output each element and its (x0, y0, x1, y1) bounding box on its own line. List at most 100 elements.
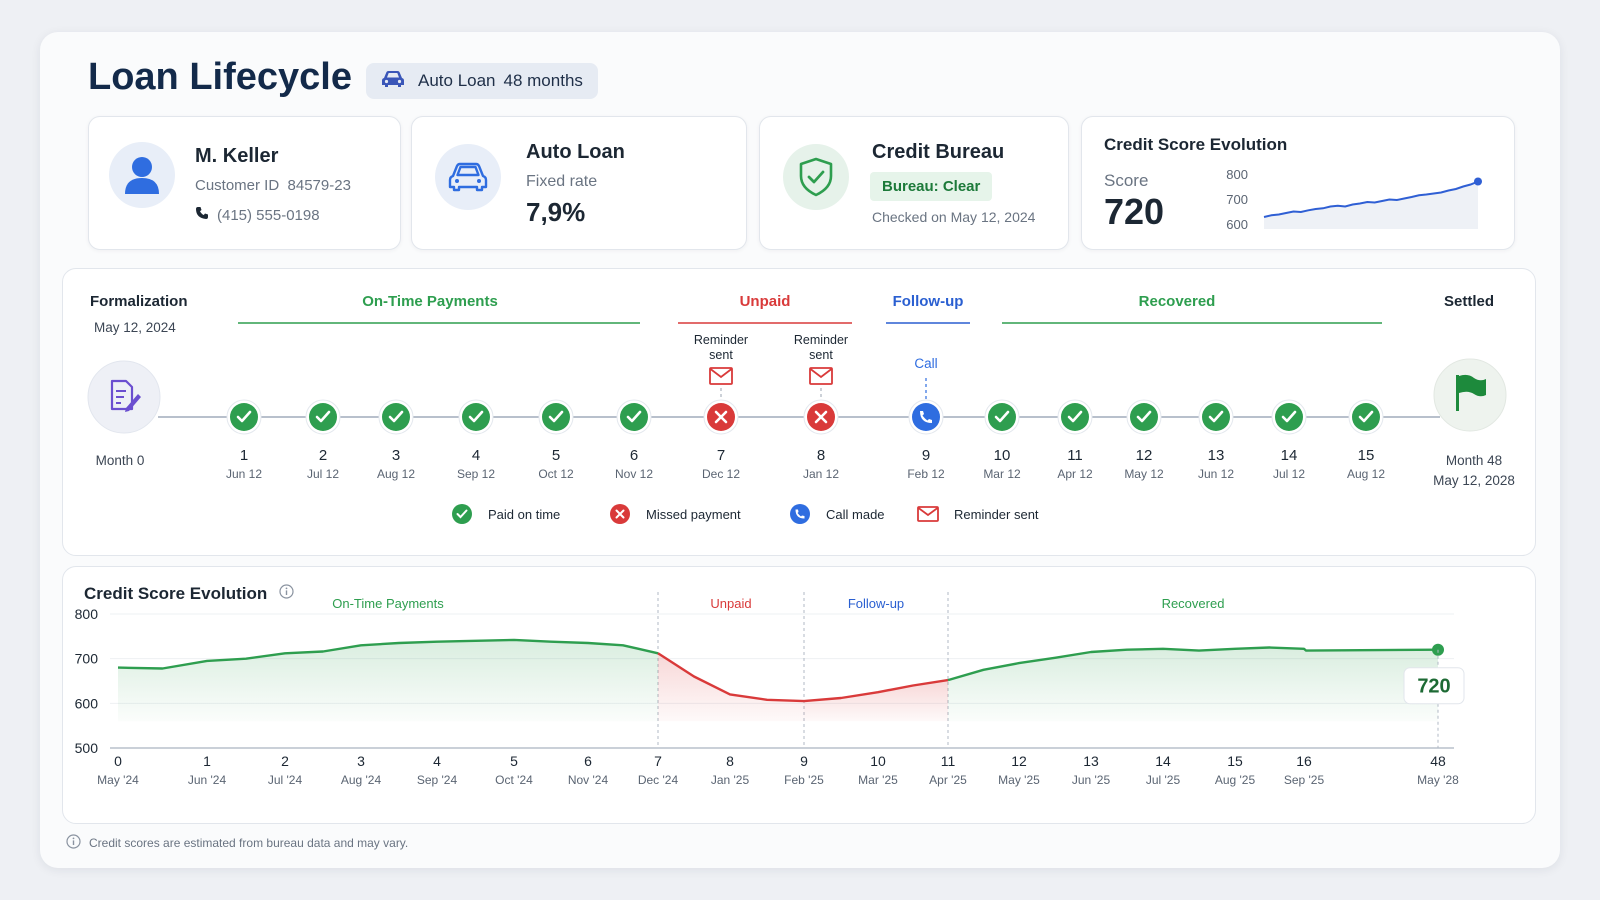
check-icon (994, 410, 1010, 423)
payment-node-4[interactable] (458, 399, 494, 435)
payment-node-10[interactable] (984, 399, 1020, 435)
payment-node-11[interactable] (1057, 399, 1093, 435)
legend-label: Reminder sent (954, 507, 1039, 522)
chart-title: Credit Score Evolution (84, 584, 294, 604)
x-tick-month: 48 (1430, 753, 1446, 769)
x-tick-month: 15 (1227, 753, 1243, 769)
car-icon (380, 69, 418, 94)
spark-end-dot (1474, 177, 1482, 186)
spark-tick: 600 (1226, 217, 1248, 232)
legend-phone-icon (790, 504, 810, 524)
x-tick-date: Mar '25 (858, 773, 898, 787)
payment-number: 6 (630, 447, 638, 464)
envelope-icon (709, 367, 733, 385)
info-icon[interactable] (279, 584, 294, 604)
payment-date: Nov 12 (615, 467, 653, 481)
payment-node-8[interactable] (803, 399, 839, 435)
x-tick-date: Dec '24 (638, 773, 679, 787)
phase-label: On-Time Payments (332, 596, 444, 611)
x-tick-month: 6 (584, 753, 592, 769)
payment-node-1[interactable] (226, 399, 262, 435)
legend-envelope-icon (917, 506, 939, 522)
payment-node-13[interactable] (1198, 399, 1234, 435)
payment-number: 7 (717, 447, 725, 464)
score-value: 720 (1104, 191, 1165, 232)
payment-date: Aug 12 (1347, 467, 1385, 481)
reminder-label: sent (809, 348, 833, 362)
legend-check-circle-icon (452, 504, 472, 524)
x-icon (814, 410, 828, 424)
payment-date: Jun 12 (226, 467, 262, 481)
check-icon (315, 410, 331, 423)
loan-card[interactable]: Auto Loan Fixed rate 7,9% (411, 116, 747, 250)
payment-number: 13 (1208, 447, 1225, 464)
page-title: Loan Lifecycle (88, 56, 352, 98)
x-tick-date: May '24 (97, 773, 139, 787)
x-tick-date: Aug '25 (1215, 773, 1256, 787)
y-tick-label: 600 (75, 695, 99, 711)
tag-term: 48 months (503, 71, 583, 90)
payment-node-15[interactable] (1348, 399, 1384, 435)
footnote: Credit scores are estimated from bureau … (66, 834, 408, 852)
phase-label: Follow-up (848, 596, 904, 611)
spark-tick: 800 (1226, 167, 1248, 182)
x-tick-month: 13 (1083, 753, 1099, 769)
x-tick-date: May '25 (998, 773, 1040, 787)
payment-date: Jan 12 (803, 467, 839, 481)
customer-name: M. Keller (195, 145, 279, 167)
payment-number: 10 (994, 447, 1011, 464)
x-tick-date: Sep '25 (1284, 773, 1325, 787)
x-icon (714, 410, 728, 424)
credit-bureau-card[interactable]: Credit Bureau Bureau: Clear Checked on M… (759, 116, 1069, 250)
payment-node-7[interactable] (703, 399, 739, 435)
x-tick-date: Apr '25 (929, 773, 967, 787)
score-card[interactable]: Credit Score Evolution Score 720 800 700… (1081, 116, 1515, 250)
x-tick-month: 11 (941, 753, 956, 769)
end-label: Settled (1444, 293, 1494, 310)
customer-phone[interactable]: (415) 555-0198 (195, 206, 320, 224)
customer-id-value: 84579-23 (287, 177, 351, 194)
end-date: May 12, 2028 (1433, 473, 1515, 488)
bureau-checked-date: Checked on May 12, 2024 (872, 209, 1036, 225)
x-tick-month: 4 (433, 753, 441, 769)
payment-node-12[interactable] (1126, 399, 1162, 435)
timeline: Formalization May 12, 2024 Month 0 Settled M… (87, 293, 1515, 524)
phone-icon (920, 411, 932, 423)
payment-number: 3 (392, 447, 400, 464)
payment-node-2[interactable] (305, 399, 341, 435)
series-line (947, 646, 1439, 682)
check-icon (1208, 410, 1224, 423)
x-tick-month: 7 (654, 753, 662, 769)
customer-card[interactable]: M. Keller Customer ID 84579-23 (415) 555… (88, 116, 401, 250)
payment-node-3[interactable] (378, 399, 414, 435)
x-tick-date: Jan '25 (711, 773, 750, 787)
payment-date: May 12 (1124, 467, 1164, 481)
check-icon (236, 410, 252, 423)
check-icon (1067, 410, 1083, 423)
reminder-label: Reminder (794, 333, 848, 347)
score-sparkline: 800 700 600 (1226, 167, 1482, 232)
phase-label: Unpaid (710, 596, 751, 611)
x-tick-date: Jul '25 (1146, 773, 1181, 787)
spark-line (1263, 180, 1479, 218)
payment-node-5[interactable] (538, 399, 574, 435)
payment-number: 11 (1067, 447, 1083, 464)
payment-number: 8 (817, 447, 825, 464)
y-tick-label: 700 (75, 651, 99, 667)
car-icon (435, 144, 501, 210)
payment-number: 14 (1281, 447, 1298, 464)
legend-x-circle-icon (610, 504, 630, 524)
x-tick-month: 5 (510, 753, 518, 769)
payment-node-6[interactable] (616, 399, 652, 435)
chart-title-text: Credit Score Evolution (84, 584, 268, 603)
phase-label: Recovered (1162, 596, 1225, 611)
flag-icon (1456, 374, 1486, 411)
x-tick-date: Nov '24 (568, 773, 609, 787)
bureau-status-badge: Bureau: Clear (870, 172, 993, 201)
payment-node-14[interactable] (1271, 399, 1307, 435)
payment-date: Aug 12 (377, 467, 415, 481)
legend-label: Paid on time (488, 507, 560, 522)
end-value-box (1403, 667, 1465, 705)
payment-number: 1 (240, 447, 248, 464)
payment-node-9[interactable] (908, 399, 944, 435)
